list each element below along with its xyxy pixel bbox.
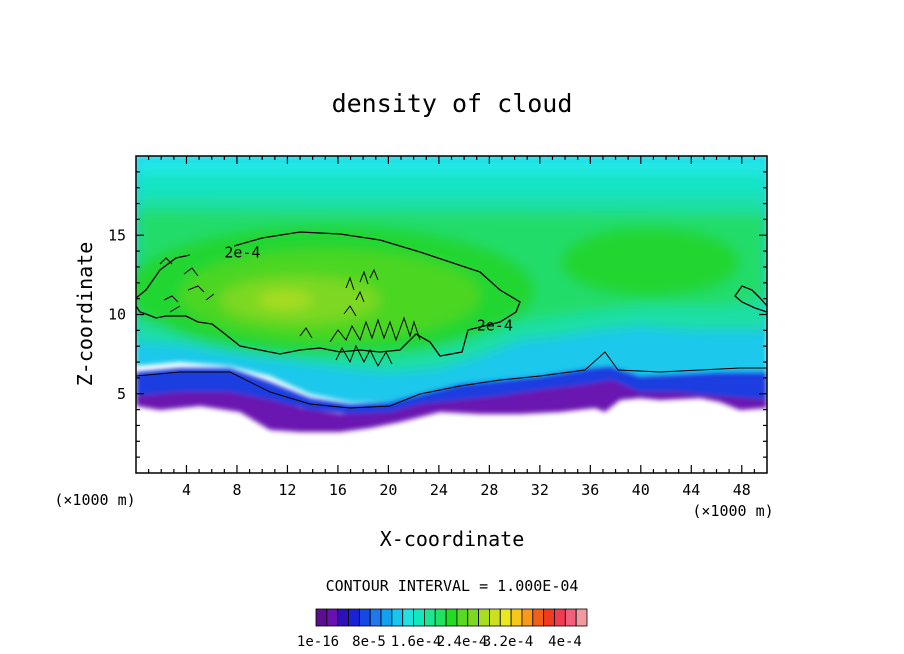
- colorbar-swatch: [413, 608, 425, 627]
- colorbar-swatch: [337, 608, 349, 627]
- colorbar-swatch: [510, 608, 523, 627]
- contour-fragments-center: [299, 268, 421, 368]
- colorbar-swatch: [564, 608, 577, 627]
- contour-label: 2e-4: [224, 244, 260, 262]
- x-tick-label: 8: [232, 481, 241, 499]
- colorbar-swatch: [434, 608, 447, 627]
- colorbar-tick-label: 4e-4: [548, 634, 582, 650]
- colorbar-swatch: [467, 608, 480, 627]
- colorbar-swatch: [369, 608, 382, 627]
- x-tick-label: 16: [329, 481, 347, 499]
- colorbar-swatch: [521, 608, 534, 627]
- contour-2e-4-right: [734, 285, 767, 313]
- colorbar-swatch: [445, 608, 458, 627]
- x-tick-label: 48: [733, 481, 751, 499]
- colorbar-tick-label: 3.2e-4: [483, 634, 534, 650]
- x-axis-unit-right: (×1000 m): [692, 502, 773, 520]
- contour-fragments-left: [159, 257, 215, 313]
- colorbar-labels: 1e-16 8e-5 1.6e-42.4e-43.2e-4 4e-4: [297, 634, 582, 650]
- colorbar-swatch: [391, 608, 404, 627]
- colorbar-tick-label: 1.6e-4: [391, 634, 442, 650]
- contour-lower-boundary: [136, 351, 767, 409]
- colorbar-swatch: [326, 608, 339, 627]
- x-axis-title: X-coordinate: [380, 527, 525, 551]
- colorbar-swatch: [358, 608, 371, 627]
- x-tick-label: 24: [430, 481, 448, 499]
- colorbar-swatch: [348, 608, 360, 627]
- chart-title: density of cloud: [332, 89, 573, 118]
- colorbar-swatch: [575, 608, 588, 627]
- y-axis: 5 10 15: [108, 171, 767, 458]
- colorbar-swatch: [478, 608, 490, 627]
- colorbar-tick-label: 2.4e-4: [437, 634, 488, 650]
- x-tick-label: 12: [278, 481, 296, 499]
- contour-2e-4-main: [136, 231, 521, 357]
- x-tick-label: 32: [531, 481, 549, 499]
- x-axis: 4 8 12 16 20 24 28 32 36 40 44 48: [148, 156, 755, 499]
- y-tick-label: 5: [117, 385, 126, 403]
- contour-labels: 2e-4 2e-4: [224, 244, 513, 335]
- contour-label: 2e-4: [477, 317, 513, 335]
- x-tick-label: 36: [581, 481, 599, 499]
- x-tick-label: 4: [182, 481, 191, 499]
- y-axis-title: Z-coordinate: [73, 242, 97, 387]
- contour-interval-label: CONTOUR INTERVAL = 1.000E-04: [326, 577, 579, 595]
- colorbar-tick-label: 8e-5: [352, 634, 386, 650]
- colorbar-swatch: [489, 608, 501, 627]
- x-tick-label: 40: [632, 481, 650, 499]
- colorbar-swatch: [315, 608, 328, 627]
- y-tick-label: 15: [108, 226, 126, 244]
- plot-area: 2e-4 2e-4: [136, 156, 767, 473]
- colorbar-swatch: [402, 608, 414, 627]
- y-tick-label: 10: [108, 306, 126, 324]
- colorbar-swatch: [554, 608, 566, 627]
- colorbar-swatch: [423, 608, 436, 627]
- x-axis-unit-left: (×1000 m): [54, 491, 135, 509]
- colorbar-swatch: [380, 608, 393, 627]
- colorbar-swatch: [532, 608, 545, 627]
- colorbar-tick-label: 1e-16: [297, 634, 339, 650]
- colorbar-swatch: [499, 608, 512, 627]
- x-tick-label: 28: [480, 481, 498, 499]
- colorbar-swatch: [543, 608, 555, 627]
- colorbar-swatch: [456, 608, 469, 627]
- contour-lines: [136, 231, 767, 409]
- x-tick-label: 20: [379, 481, 397, 499]
- x-tick-label: 44: [682, 481, 700, 499]
- colorbar: [315, 608, 588, 627]
